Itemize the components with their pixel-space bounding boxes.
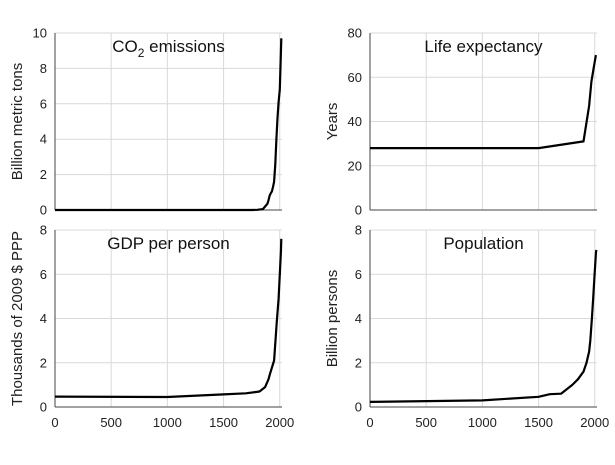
y-axis-label: Billion persons (324, 270, 341, 368)
y-tick-label: 2 (40, 167, 47, 182)
y-axis-label: Billion metric tons (9, 63, 26, 181)
panel-1: 0 2 4 6 8 10 Billion metric tons CO2 emissions (9, 26, 283, 218)
y-tick-label: 6 (40, 96, 47, 111)
y-tick-label: 2 (355, 355, 362, 370)
x-tick-label: 1000 (153, 415, 182, 430)
x-tick-label: 500 (100, 415, 122, 430)
y-tick-label: 8 (40, 223, 47, 238)
panel-2: 0 20 40 60 80 Years Life expectancy (324, 26, 597, 218)
y-tick-label: 0 (40, 400, 47, 415)
panel-3: 0 2 4 6 8 0 500 1000 1500 2000 Thousands of 2009 $… (9, 223, 294, 431)
x-tick-label: 1500 (524, 415, 553, 430)
x-tick-label: 1000 (468, 415, 497, 430)
y-tick-label: 60 (348, 70, 362, 85)
x-tick-label: 0 (366, 415, 373, 430)
y-tick-label: 80 (348, 26, 362, 41)
y-tick-label: 4 (355, 311, 362, 326)
x-tick-label: 1500 (209, 415, 238, 430)
x-tick-label: 0 (51, 415, 58, 430)
panel-title: CO2 emissions (112, 37, 225, 60)
series-line-1 (55, 38, 283, 212)
y-axis-label: Years (324, 103, 341, 141)
y-tick-label: 8 (355, 223, 362, 238)
x-tick-label: 500 (415, 415, 437, 430)
panel-title: GDP per person (107, 234, 230, 253)
x-tick-label: 2000 (580, 415, 609, 430)
y-tick-label: 4 (40, 311, 47, 326)
panel-title: Population (443, 234, 523, 253)
y-tick-label: 40 (348, 114, 362, 129)
y-axis-label: Thousands of 2009 $ PPP (9, 231, 26, 406)
y-tick-label: 20 (348, 158, 362, 173)
y-tick-label: 2 (40, 355, 47, 370)
series-line-1 (370, 54, 597, 150)
y-tick-label: 0 (40, 203, 47, 218)
y-tick-label: 0 (355, 400, 362, 415)
y-tick-label: 4 (40, 132, 47, 147)
y-tick-label: 0 (355, 203, 362, 218)
y-tick-label: 8 (40, 61, 47, 76)
y-tick-label: 10 (33, 26, 47, 41)
series-line-1 (54, 238, 283, 399)
series-line-1 (369, 249, 598, 403)
x-tick-label: 2000 (265, 415, 294, 430)
panel-4: 0 2 4 6 8 0 500 1000 1500 2000 Billion persons Popu… (324, 223, 609, 431)
y-tick-label: 6 (355, 267, 362, 282)
panel-title: Life expectancy (424, 37, 543, 56)
y-tick-label: 6 (40, 267, 47, 282)
